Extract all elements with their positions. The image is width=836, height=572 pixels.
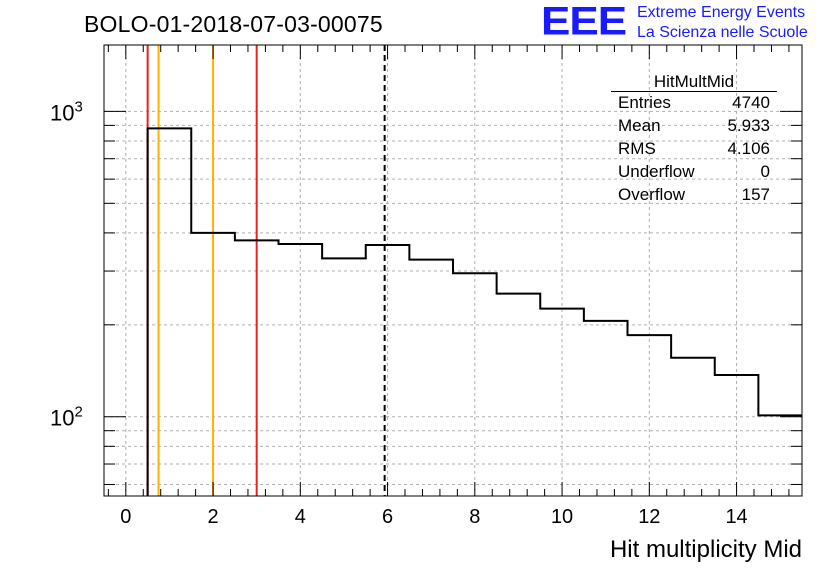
y-tick-label: 103 bbox=[50, 98, 83, 125]
stats-value: 157 bbox=[741, 185, 770, 204]
plot-frame bbox=[103, 44, 803, 497]
y-tick-label: 102 bbox=[50, 404, 83, 431]
stats-row-rms: RMS 4.106 bbox=[618, 139, 770, 161]
x-tick-label: 2 bbox=[208, 506, 219, 528]
stats-row-mean: Mean 5.933 bbox=[618, 116, 770, 138]
x-tick-label: 10 bbox=[551, 506, 573, 528]
stats-row-underflow: Underflow 0 bbox=[618, 162, 770, 184]
stats-title: HitMultMid bbox=[653, 72, 735, 91]
stats-key: Entries bbox=[618, 93, 671, 112]
x-tick-label: 4 bbox=[295, 506, 306, 528]
chart-title: BOLO-01-2018-07-03-00075 bbox=[84, 11, 383, 37]
org-name-line1: Extreme Energy Events bbox=[637, 4, 806, 21]
x-tick-label: 0 bbox=[120, 506, 131, 528]
stats-row-overflow: Overflow 157 bbox=[618, 185, 770, 207]
stats-value: 0 bbox=[760, 162, 770, 181]
org-name-line2: La Scienza nelle Scuole bbox=[637, 24, 808, 41]
stats-key: Overflow bbox=[618, 185, 686, 204]
stats-key: Underflow bbox=[618, 162, 695, 181]
x-tick-label: 14 bbox=[725, 506, 747, 528]
x-axis-label: Hit multiplicity Mid bbox=[609, 536, 802, 563]
x-tick-label: 12 bbox=[638, 506, 660, 528]
stats-value: 5.933 bbox=[727, 116, 770, 135]
marker-lines bbox=[146, 45, 386, 496]
axis-ticks: 0 2 4 6 8 10 12 14 102 103 bbox=[50, 45, 802, 528]
histogram bbox=[146, 127, 802, 496]
histogram-outline bbox=[146, 127, 802, 496]
stats-row-entries: Entries 4740 bbox=[618, 93, 770, 115]
stats-value: 4740 bbox=[732, 93, 770, 112]
stats-divider bbox=[611, 91, 777, 92]
stats-value: 4.106 bbox=[727, 139, 770, 158]
eee-logo: EEE bbox=[541, 0, 627, 44]
stats-key: RMS bbox=[618, 139, 656, 158]
x-tick-label: 6 bbox=[382, 506, 393, 528]
stats-box: HitMultMid Entries 4740 Mean 5.933 RMS 4.10… bbox=[611, 70, 777, 206]
stats-key: Mean bbox=[618, 116, 661, 135]
x-tick-label: 8 bbox=[469, 506, 480, 528]
